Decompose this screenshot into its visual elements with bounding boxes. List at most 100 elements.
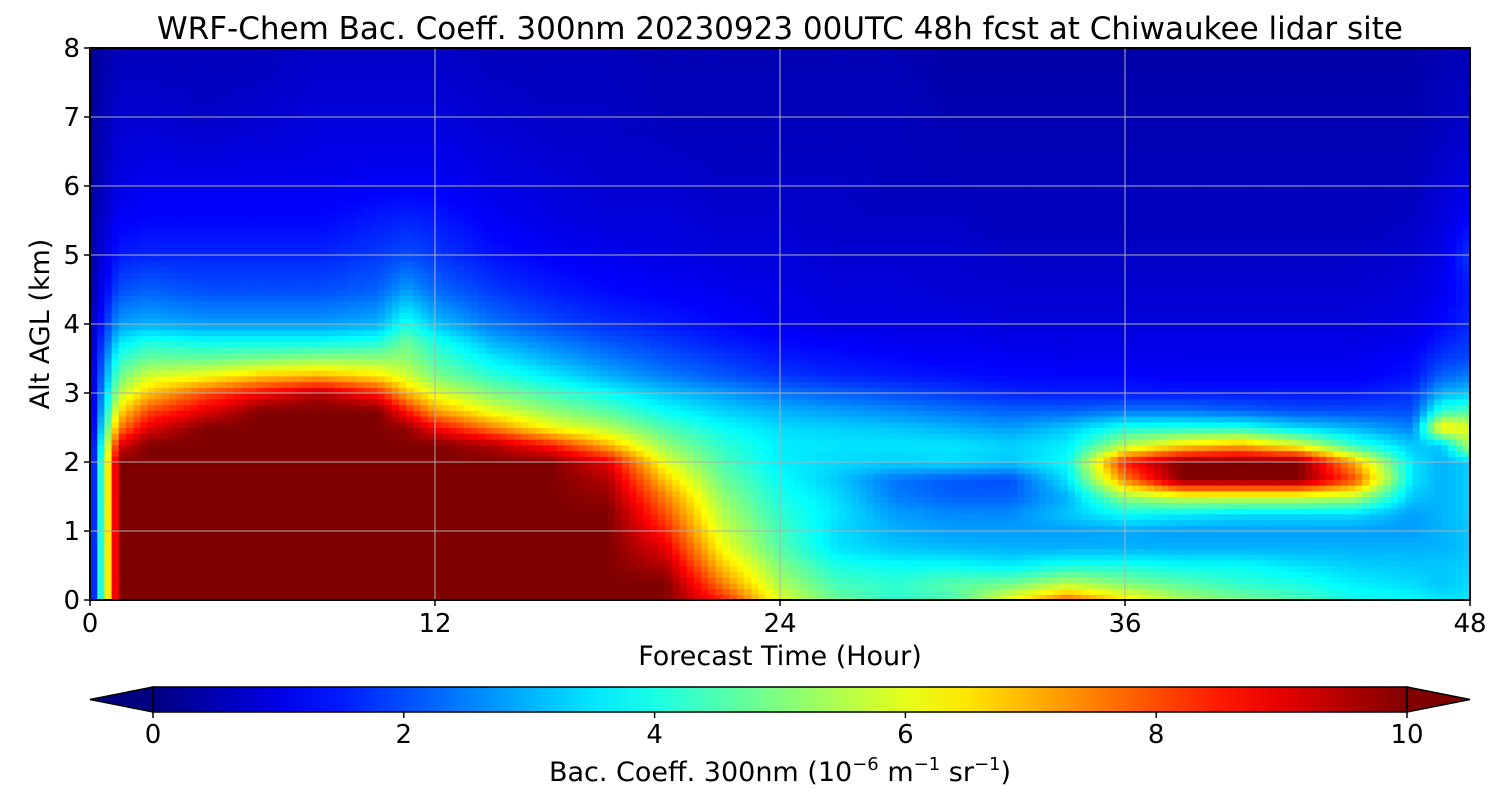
- heatmap-cell: [147, 462, 156, 469]
- heatmap-cell: [341, 559, 350, 567]
- heatmap-cell: [399, 502, 407, 509]
- heatmap-cell: [600, 554, 609, 561]
- heatmap-cell: [959, 456, 968, 463]
- heatmap-cell: [169, 594, 177, 600]
- heatmap-cell: [205, 554, 213, 561]
- heatmap-cell: [1448, 554, 1457, 561]
- heatmap-cell: [708, 594, 716, 600]
- heatmap-cell: [1153, 536, 1162, 544]
- heatmap-cell: [456, 588, 465, 595]
- heatmap-cell: [1017, 508, 1025, 515]
- heatmap-cell: [614, 508, 623, 515]
- heatmap-cell: [787, 450, 795, 457]
- heatmap-cell: [1081, 502, 1090, 509]
- heatmap-cell: [1053, 588, 1061, 595]
- heatmap-cell: [449, 467, 458, 475]
- heatmap-cell: [866, 479, 875, 486]
- heatmap-cell: [672, 479, 680, 486]
- heatmap-cell: [197, 490, 206, 498]
- heatmap-cell: [808, 479, 817, 486]
- heatmap-cell: [305, 467, 314, 475]
- heatmap-cell: [571, 531, 580, 538]
- heatmap-cell: [1225, 588, 1234, 595]
- heatmap-cell: [470, 531, 479, 538]
- heatmap-cell: [1326, 467, 1335, 475]
- heatmap-cell: [629, 577, 637, 584]
- heatmap-cell: [1204, 496, 1212, 503]
- heatmap-cell: [183, 577, 192, 584]
- heatmap-cell: [312, 462, 321, 469]
- heatmap-cell: [499, 513, 508, 521]
- heatmap-cell: [880, 577, 889, 584]
- heatmap-cell: [1189, 490, 1198, 498]
- heatmap-cell: [693, 571, 702, 578]
- heatmap-cell: [1254, 588, 1263, 595]
- heatmap-cell: [1304, 588, 1313, 595]
- heatmap-cell: [923, 467, 932, 475]
- heatmap-cell: [902, 490, 910, 498]
- heatmap-cell: [1160, 525, 1169, 532]
- heatmap-cell: [995, 542, 1004, 549]
- heatmap-cell: [966, 462, 975, 469]
- heatmap-cell: [1218, 594, 1227, 600]
- heatmap-cell: [190, 496, 199, 503]
- heatmap-cell: [679, 548, 688, 555]
- heatmap-cell: [665, 485, 673, 492]
- heatmap-cell: [1045, 513, 1054, 521]
- heatmap-cell: [406, 542, 415, 549]
- heatmap-cell: [125, 496, 134, 503]
- heatmap-cell: [607, 594, 616, 600]
- heatmap-cell: [772, 496, 781, 503]
- heatmap-cell: [600, 519, 609, 526]
- heatmap-cell: [1383, 577, 1392, 584]
- heatmap-cell: [291, 502, 300, 509]
- heatmap-cell: [851, 525, 860, 532]
- heatmap-cell: [751, 542, 760, 549]
- heatmap-cell: [169, 519, 177, 526]
- heatmap-cell: [1038, 531, 1047, 538]
- heatmap-cell: [463, 531, 472, 538]
- heatmap-cell: [377, 594, 386, 600]
- heatmap-cell: [341, 525, 350, 532]
- heatmap-cell: [1067, 485, 1076, 492]
- heatmap-cell: [722, 462, 731, 469]
- heatmap-cell: [147, 536, 156, 544]
- heatmap-cell: [1426, 508, 1435, 515]
- heatmap-cell: [1110, 548, 1119, 555]
- heatmap-cell: [276, 542, 285, 549]
- heatmap-cell: [205, 571, 213, 578]
- heatmap-cell: [276, 508, 285, 515]
- heatmap-cell: [1311, 594, 1320, 600]
- heatmap-cell: [1362, 565, 1370, 572]
- heatmap-cell: [399, 496, 407, 503]
- heatmap-cell: [226, 525, 235, 532]
- heatmap-cell: [1074, 536, 1083, 544]
- heatmap-cell: [1196, 462, 1205, 469]
- heatmap-cell: [1448, 531, 1457, 538]
- heatmap-cell: [435, 542, 443, 549]
- heatmap-cell: [736, 479, 745, 486]
- heatmap-cell: [729, 582, 738, 590]
- heatmap-cell: [736, 536, 745, 544]
- heatmap-cell: [1232, 582, 1241, 590]
- heatmap-cell: [255, 554, 264, 561]
- heatmap-cell: [780, 531, 788, 538]
- heatmap-cell: [715, 571, 724, 578]
- heatmap-cell: [212, 502, 220, 509]
- heatmap-cell: [154, 490, 163, 498]
- heatmap-cell: [327, 450, 335, 457]
- heatmap-cell: [276, 588, 285, 595]
- heatmap-cell: [320, 536, 328, 544]
- heatmap-cell: [1211, 450, 1220, 457]
- heatmap-cell: [1211, 485, 1220, 492]
- heatmap-cell: [284, 588, 292, 595]
- heatmap-cell: [1175, 473, 1184, 480]
- heatmap-cell: [205, 548, 213, 555]
- heatmap-cell: [909, 582, 918, 590]
- heatmap-cell: [1448, 559, 1457, 567]
- heatmap-cell: [399, 536, 407, 544]
- heatmap-cell: [291, 450, 300, 457]
- heatmap-cell: [284, 559, 292, 567]
- heatmap-cell: [1225, 450, 1234, 457]
- heatmap-cell: [435, 536, 443, 544]
